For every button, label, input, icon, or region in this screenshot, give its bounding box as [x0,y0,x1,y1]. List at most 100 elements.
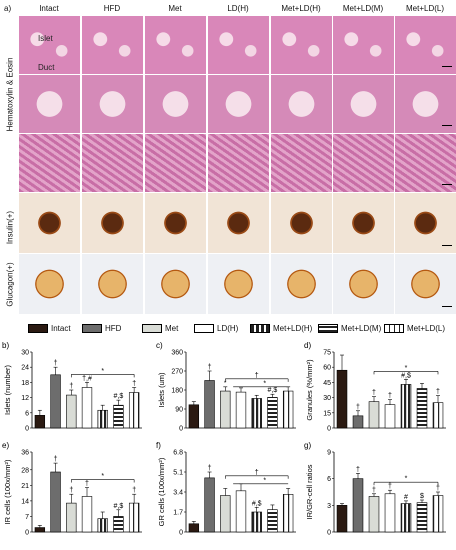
bar [251,398,262,429]
histology-image [395,134,456,192]
legend-label: Met+LD(M) [341,324,382,333]
histology-image [333,134,394,192]
column-header: Met+LD(L) [405,4,444,13]
y-tick-label: 7 [25,514,29,521]
bracket-label: * [263,477,266,484]
histology-image [333,254,394,314]
legend-swatch [142,324,162,333]
y-tick-label: 24 [21,365,29,372]
legend-item: Met+LD(H) [250,324,312,333]
legend-label: Met+LD(H) [273,324,313,333]
significance-mark: #,$ [268,387,278,394]
histology-image [333,193,394,253]
bar [81,496,93,533]
bar [66,394,77,429]
histology-image [271,254,332,314]
bar [128,502,140,533]
significance-mark: † [372,390,376,397]
y-axis-label: IR/GR-cell ratios [305,464,314,519]
histology-image [395,16,456,74]
histology-image [333,16,394,74]
bar [204,477,215,533]
scale-bar [442,125,452,126]
histology-image [208,16,269,74]
bar [50,374,61,429]
bar [416,388,428,429]
significance-mark: † [388,483,392,490]
significance-mark: † [356,466,360,473]
bar [188,523,200,533]
bracket-label: * [405,476,408,483]
bracket-label: * [405,365,408,372]
panel-label: f) [156,441,161,450]
y-tick-label: 0 [327,530,331,537]
y-tick-label: 75 [323,350,331,357]
significance-mark: † [436,485,440,492]
y-tick-label: 30 [323,395,331,402]
scale-bar [442,66,452,67]
bar [97,409,108,429]
panel-label: c) [156,341,163,350]
scale-bar [442,245,452,246]
bar [432,495,444,533]
bracket-label: * [263,380,266,387]
bar [432,402,444,429]
bar [352,478,364,533]
bar [128,392,140,429]
panel-label: e) [2,441,9,450]
histology-image [208,254,269,314]
bar [66,502,77,533]
histology-image [82,16,143,74]
bar [204,380,215,429]
legend-label: Met [165,324,179,333]
legend-label: LD(H) [217,324,239,333]
y-tick-label: 21 [21,483,29,490]
legend-item: Met+LD(L) [384,324,445,333]
row-label-he: Hematoxylin & Eosin [5,57,15,132]
significance-mark: † [85,481,89,488]
legend-item: Intact [28,324,71,333]
histology-image [395,193,456,253]
y-tick-label: 60 [323,365,331,372]
bar [188,404,200,429]
significance-mark: † [54,456,58,463]
significance-mark: †,# [82,375,92,382]
legend-label: Intact [51,324,71,333]
histology-image [208,75,269,133]
y-axis-label: Granules (%/mm²) [305,359,314,421]
bar [282,494,294,533]
bar [220,495,231,533]
bar [50,471,61,533]
y-tick-label: 0 [179,426,183,433]
histology-image [271,16,332,74]
histology-image [19,254,80,314]
bar [34,527,46,533]
y-axis-label: GR cells (100x/mm²) [157,457,166,526]
histology-image [145,134,206,192]
row-label-insulin: Insulin(+) [5,210,15,245]
significance-mark: #,$ [114,503,124,510]
bracket-label: * [101,473,104,480]
significance-mark: † [132,380,136,387]
legend-swatch [28,324,48,333]
legend-item: Met+LD(M) [318,324,381,333]
bracket-label: † [255,469,259,476]
legend-item: LD(H) [194,324,238,333]
column-header: Met+LD(M) [342,4,384,13]
histology-image [395,254,456,314]
histology-image [19,16,80,74]
y-tick-label: 180 [171,388,183,395]
y-tick-label: 6.8 [173,450,183,457]
histology-image [19,134,80,192]
legend-label: HFD [105,324,122,333]
y-tick-label: 3 [327,503,331,510]
significance-mark: † [132,487,136,494]
row-label-glucagon: Glucagon(+) [5,262,15,307]
bar [336,369,348,429]
histology-image [145,254,206,314]
histology-image [271,193,332,253]
histology-image [395,75,456,133]
significance-mark: † [69,487,73,494]
column-header: Intact [39,4,59,13]
panel-label: d) [304,341,311,350]
